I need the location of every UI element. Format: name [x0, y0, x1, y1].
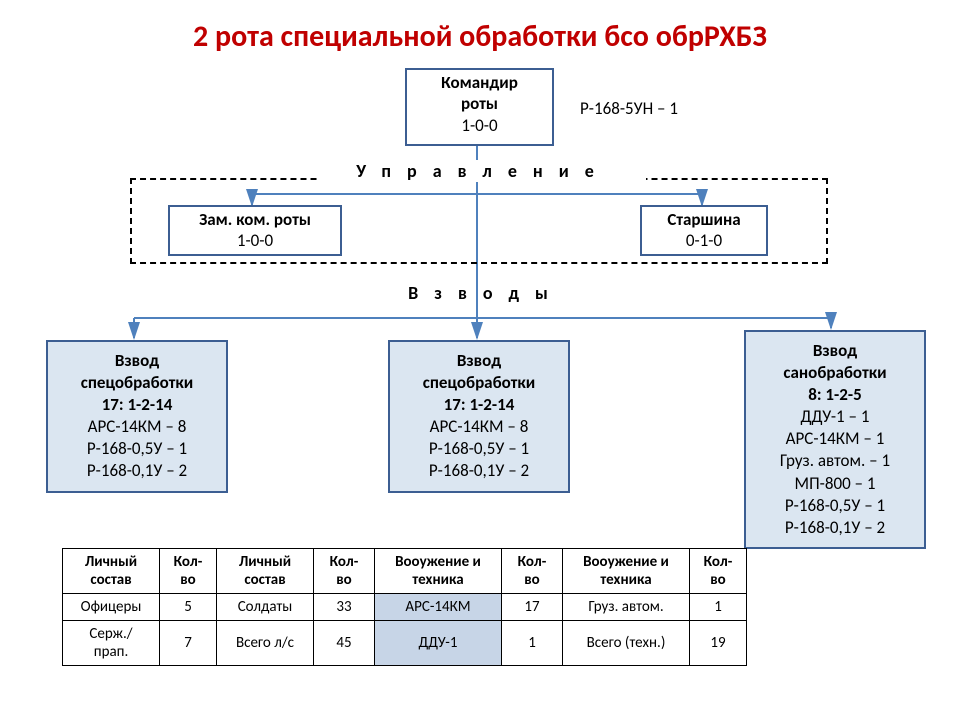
p3-l9: Р-168-0,1У – 2: [752, 517, 918, 539]
platoons-label: Взводы: [380, 282, 592, 304]
table-cell: 5: [160, 594, 217, 621]
management-label: Управление: [320, 160, 646, 182]
table-cell: Офицеры: [63, 594, 160, 621]
p3-l6: Груз. автом. – 1: [752, 450, 918, 472]
table-header-cell: Личный состав: [63, 549, 160, 594]
table-header-cell: Кол-во: [160, 549, 217, 594]
table-cell: Всего л/с: [217, 621, 314, 666]
p1-l5: Р-168-0,5У – 1: [54, 438, 220, 460]
sergeant-box: Старшина 0-1-0: [640, 205, 768, 256]
p2-l1: Взвод: [396, 350, 562, 372]
platoon-2: Взвод спецобработки 17: 1-2-14 АРС-14КМ …: [388, 340, 570, 493]
p3-l1: Взвод: [752, 340, 918, 362]
commander-line3: 1-0-0: [407, 115, 552, 136]
p2-l5: Р-168-0,5У – 1: [396, 438, 562, 460]
commander-box: Командир роты 1-0-0: [405, 68, 554, 146]
p3-l2: санобработки: [752, 362, 918, 384]
table-cell: 1: [502, 621, 563, 666]
commander-line2: роты: [407, 93, 552, 114]
p3-l5: АРС-14КМ – 1: [752, 428, 918, 450]
platoon-3: Взвод санобработки 8: 1-2-5 ДДУ-1 – 1 АР…: [744, 330, 926, 549]
p3-l7: МП-800 – 1: [752, 473, 918, 495]
table-cell: 33: [314, 594, 375, 621]
p2-l4: АРС-14КМ – 8: [396, 416, 562, 438]
p1-l1: Взвод: [54, 350, 220, 372]
table-cell: Солдаты: [217, 594, 314, 621]
table-cell: Всего (техн.): [563, 621, 690, 666]
platoon-1: Взвод спецобработки 17: 1-2-14 АРС-14КМ …: [46, 340, 228, 493]
p2-l2: спецобработки: [396, 372, 562, 394]
page-title: 2 рота специальной обработки бсо обрРХБЗ: [0, 18, 960, 55]
radio-note: Р-168-5УН – 1: [580, 98, 678, 119]
table-cell: ДДУ-1: [375, 621, 502, 666]
deputy-box: Зам. ком. роты 1-0-0: [168, 205, 342, 256]
table-cell: 45: [314, 621, 375, 666]
p1-l2: спецобработки: [54, 372, 220, 394]
p1-l6: Р-168-0,1У – 2: [54, 460, 220, 482]
table-header-row: Личный составКол-воЛичный составКол-воВо…: [63, 549, 747, 594]
p1-l3: 17: 1-2-14: [54, 394, 220, 416]
table-cell: 7: [160, 621, 217, 666]
summary-table: Личный составКол-воЛичный составКол-воВо…: [62, 548, 747, 666]
table-header-cell: Кол-во: [314, 549, 375, 594]
table-cell: Груз. автом.: [563, 594, 690, 621]
table-cell: 17: [502, 594, 563, 621]
p3-l3: 8: 1-2-5: [752, 384, 918, 406]
deputy-line1: Зам. ком. роты: [170, 209, 340, 230]
table-row: Серж./ прап.7Всего л/с45ДДУ-11Всего (тех…: [63, 621, 747, 666]
table-body: Офицеры5Солдаты33АРС-14КМ17Груз. автом.1…: [63, 594, 747, 666]
table-cell: 1: [690, 594, 747, 621]
table-header-cell: Вооужение и техника: [563, 549, 690, 594]
p2-l6: Р-168-0,1У – 2: [396, 460, 562, 482]
table-row: Офицеры5Солдаты33АРС-14КМ17Груз. автом.1: [63, 594, 747, 621]
p3-l8: Р-168-0,5У – 1: [752, 495, 918, 517]
sergeant-line1: Старшина: [642, 209, 766, 230]
p2-l3: 17: 1-2-14: [396, 394, 562, 416]
table-header-cell: Вооужение и техника: [375, 549, 502, 594]
p3-l4: ДДУ-1 – 1: [752, 406, 918, 428]
commander-line1: Командир: [407, 72, 552, 93]
table-header-cell: Кол-во: [690, 549, 747, 594]
table-header-cell: Кол-во: [502, 549, 563, 594]
p1-l4: АРС-14КМ – 8: [54, 416, 220, 438]
table-header-cell: Личный состав: [217, 549, 314, 594]
table-cell: Серж./ прап.: [63, 621, 160, 666]
table-cell: 19: [690, 621, 747, 666]
sergeant-line2: 0-1-0: [642, 230, 766, 251]
table-cell: АРС-14КМ: [375, 594, 502, 621]
deputy-line2: 1-0-0: [170, 230, 340, 251]
